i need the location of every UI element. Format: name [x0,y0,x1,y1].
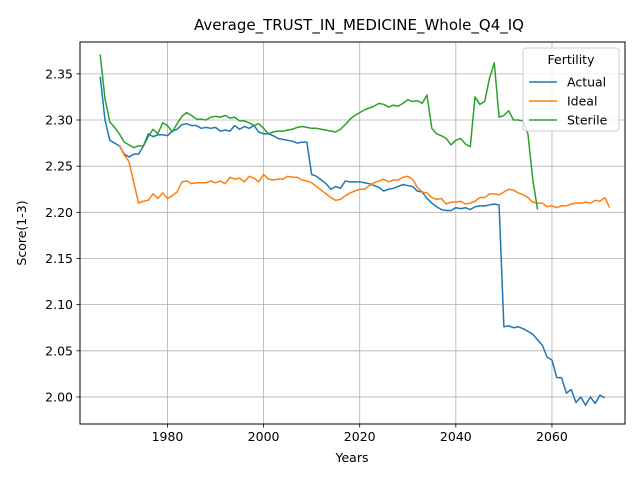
legend-box [522,47,620,132]
series-lines [99,54,611,407]
legend-label-ideal: Ideal [567,94,597,109]
legend-entries: Actual Ideal Sterile [529,75,608,128]
x-axis-ticks: 1980 2000 2020 2040 2060 [152,424,568,444]
series-line-actual [99,76,606,407]
series-line-sterile [99,54,539,210]
x-tick-label: 2040 [440,429,472,444]
legend-label-sterile: Sterile [567,113,608,128]
y-tick-label: 2.10 [45,297,73,312]
legend-title: Fertility [548,52,596,67]
plot-frame [79,41,626,425]
y-tick-label: 2.00 [45,389,73,404]
x-tick-label: 1980 [152,429,184,444]
x-axis-label: Years [335,450,369,465]
y-tick-label: 2.35 [45,66,73,81]
x-tick-label: 2060 [536,429,568,444]
y-tick-label: 2.30 [45,113,73,128]
y-axis-label: Score(1-3) [14,200,29,265]
y-tick-label: 2.20 [45,205,73,220]
series-line-ideal [118,144,611,209]
legend-label-actual: Actual [567,75,606,90]
y-tick-label: 2.05 [45,343,73,358]
x-tick-label: 2020 [344,429,376,444]
chart-title: Average_TRUST_IN_MEDICINE_Whole_Q4_IQ [194,16,524,35]
y-tick-label: 2.25 [45,159,73,174]
y-axis-ticks: 2.00 2.05 2.10 2.15 2.20 2.25 2.30 2.35 [45,66,80,404]
legend: Fertility Actual Ideal Sterile [522,47,620,132]
y-tick-label: 2.15 [45,251,73,266]
x-tick-label: 2000 [248,429,280,444]
